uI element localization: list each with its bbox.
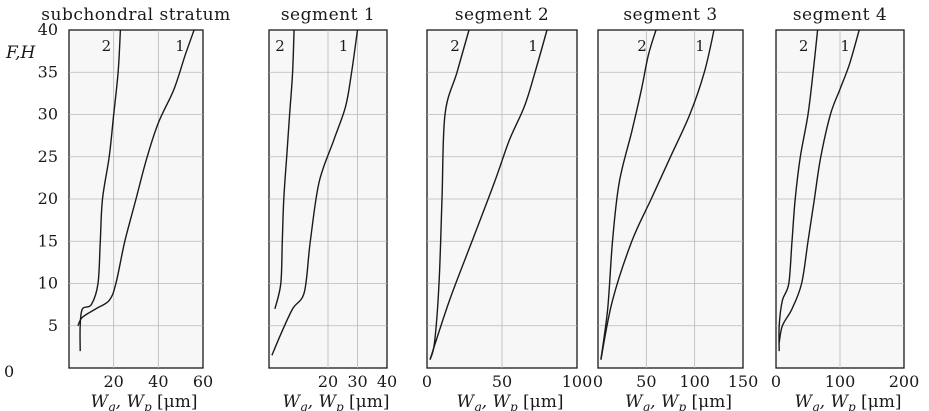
- series-label-1: 1: [528, 37, 538, 55]
- x-axis-label: Wg, Wp [μm]: [795, 392, 902, 411]
- panel-title: segment 4: [793, 5, 887, 25]
- x-tick-label: 0: [771, 372, 781, 391]
- series-label-2: 2: [275, 37, 285, 55]
- y-tick-label: 35: [38, 62, 58, 81]
- x-tick-label: 100: [679, 372, 710, 391]
- y-axis-label: F,H: [5, 43, 37, 63]
- series-label-1: 1: [175, 37, 185, 55]
- series-line-2: [79, 29, 122, 352]
- x-tick-label: 40: [377, 372, 397, 391]
- y-tick-label: 25: [38, 147, 58, 166]
- x-axis-label: Wg, Wp [μm]: [625, 392, 732, 411]
- y-tick-label: 40: [38, 20, 58, 39]
- x-tick-label: 0: [593, 372, 603, 391]
- y-tick-label: 10: [38, 274, 58, 293]
- series-label-1: 1: [840, 37, 850, 55]
- y-tick-label: 15: [38, 231, 58, 250]
- x-tick-label: 40: [148, 372, 168, 391]
- series-line-1: [600, 29, 715, 360]
- x-tick-label: 30: [347, 372, 367, 391]
- panel-title: subchondral stratum: [41, 5, 230, 25]
- x-axis-label: Wg, Wp [μm]: [457, 392, 564, 411]
- series-line-1: [271, 29, 359, 356]
- series-line-1: [77, 29, 195, 327]
- x-tick-label: 60: [193, 372, 213, 391]
- x-tick-label: 50: [636, 372, 656, 391]
- panel-title: segment 2: [455, 5, 549, 25]
- series-line-1: [429, 29, 548, 360]
- x-tick-label: 200: [889, 372, 920, 391]
- x-axis-label: Wg, Wp [μm]: [91, 392, 198, 411]
- x-tick-label: 20: [103, 372, 123, 391]
- x-tick-label: 150: [728, 372, 759, 391]
- series-line-1: [778, 29, 860, 343]
- series-line-2: [429, 29, 470, 360]
- series-label-1: 1: [695, 37, 705, 55]
- series-label-2: 2: [799, 37, 809, 55]
- series-label-2: 2: [102, 37, 112, 55]
- series-label-2: 2: [637, 37, 647, 55]
- y-origin-label: 0: [4, 362, 14, 381]
- x-axis-label: Wg, Wp [μm]: [283, 392, 390, 411]
- x-tick-label: 100: [562, 372, 593, 391]
- series-line-2: [600, 29, 657, 360]
- x-tick-label: 20: [318, 372, 338, 391]
- x-tick-label: 0: [422, 372, 432, 391]
- y-tick-label: 5: [48, 316, 58, 335]
- series-label-2: 2: [450, 37, 460, 55]
- series-line-2: [778, 29, 819, 352]
- x-tick-label: 50: [492, 372, 512, 391]
- series-label-1: 1: [339, 37, 349, 55]
- y-tick-label: 20: [38, 189, 58, 208]
- x-tick-label: 100: [825, 372, 856, 391]
- panel-title: segment 1: [281, 5, 375, 25]
- panel-title: segment 3: [623, 5, 717, 25]
- y-tick-label: 30: [38, 105, 58, 124]
- series-line-2: [274, 29, 295, 310]
